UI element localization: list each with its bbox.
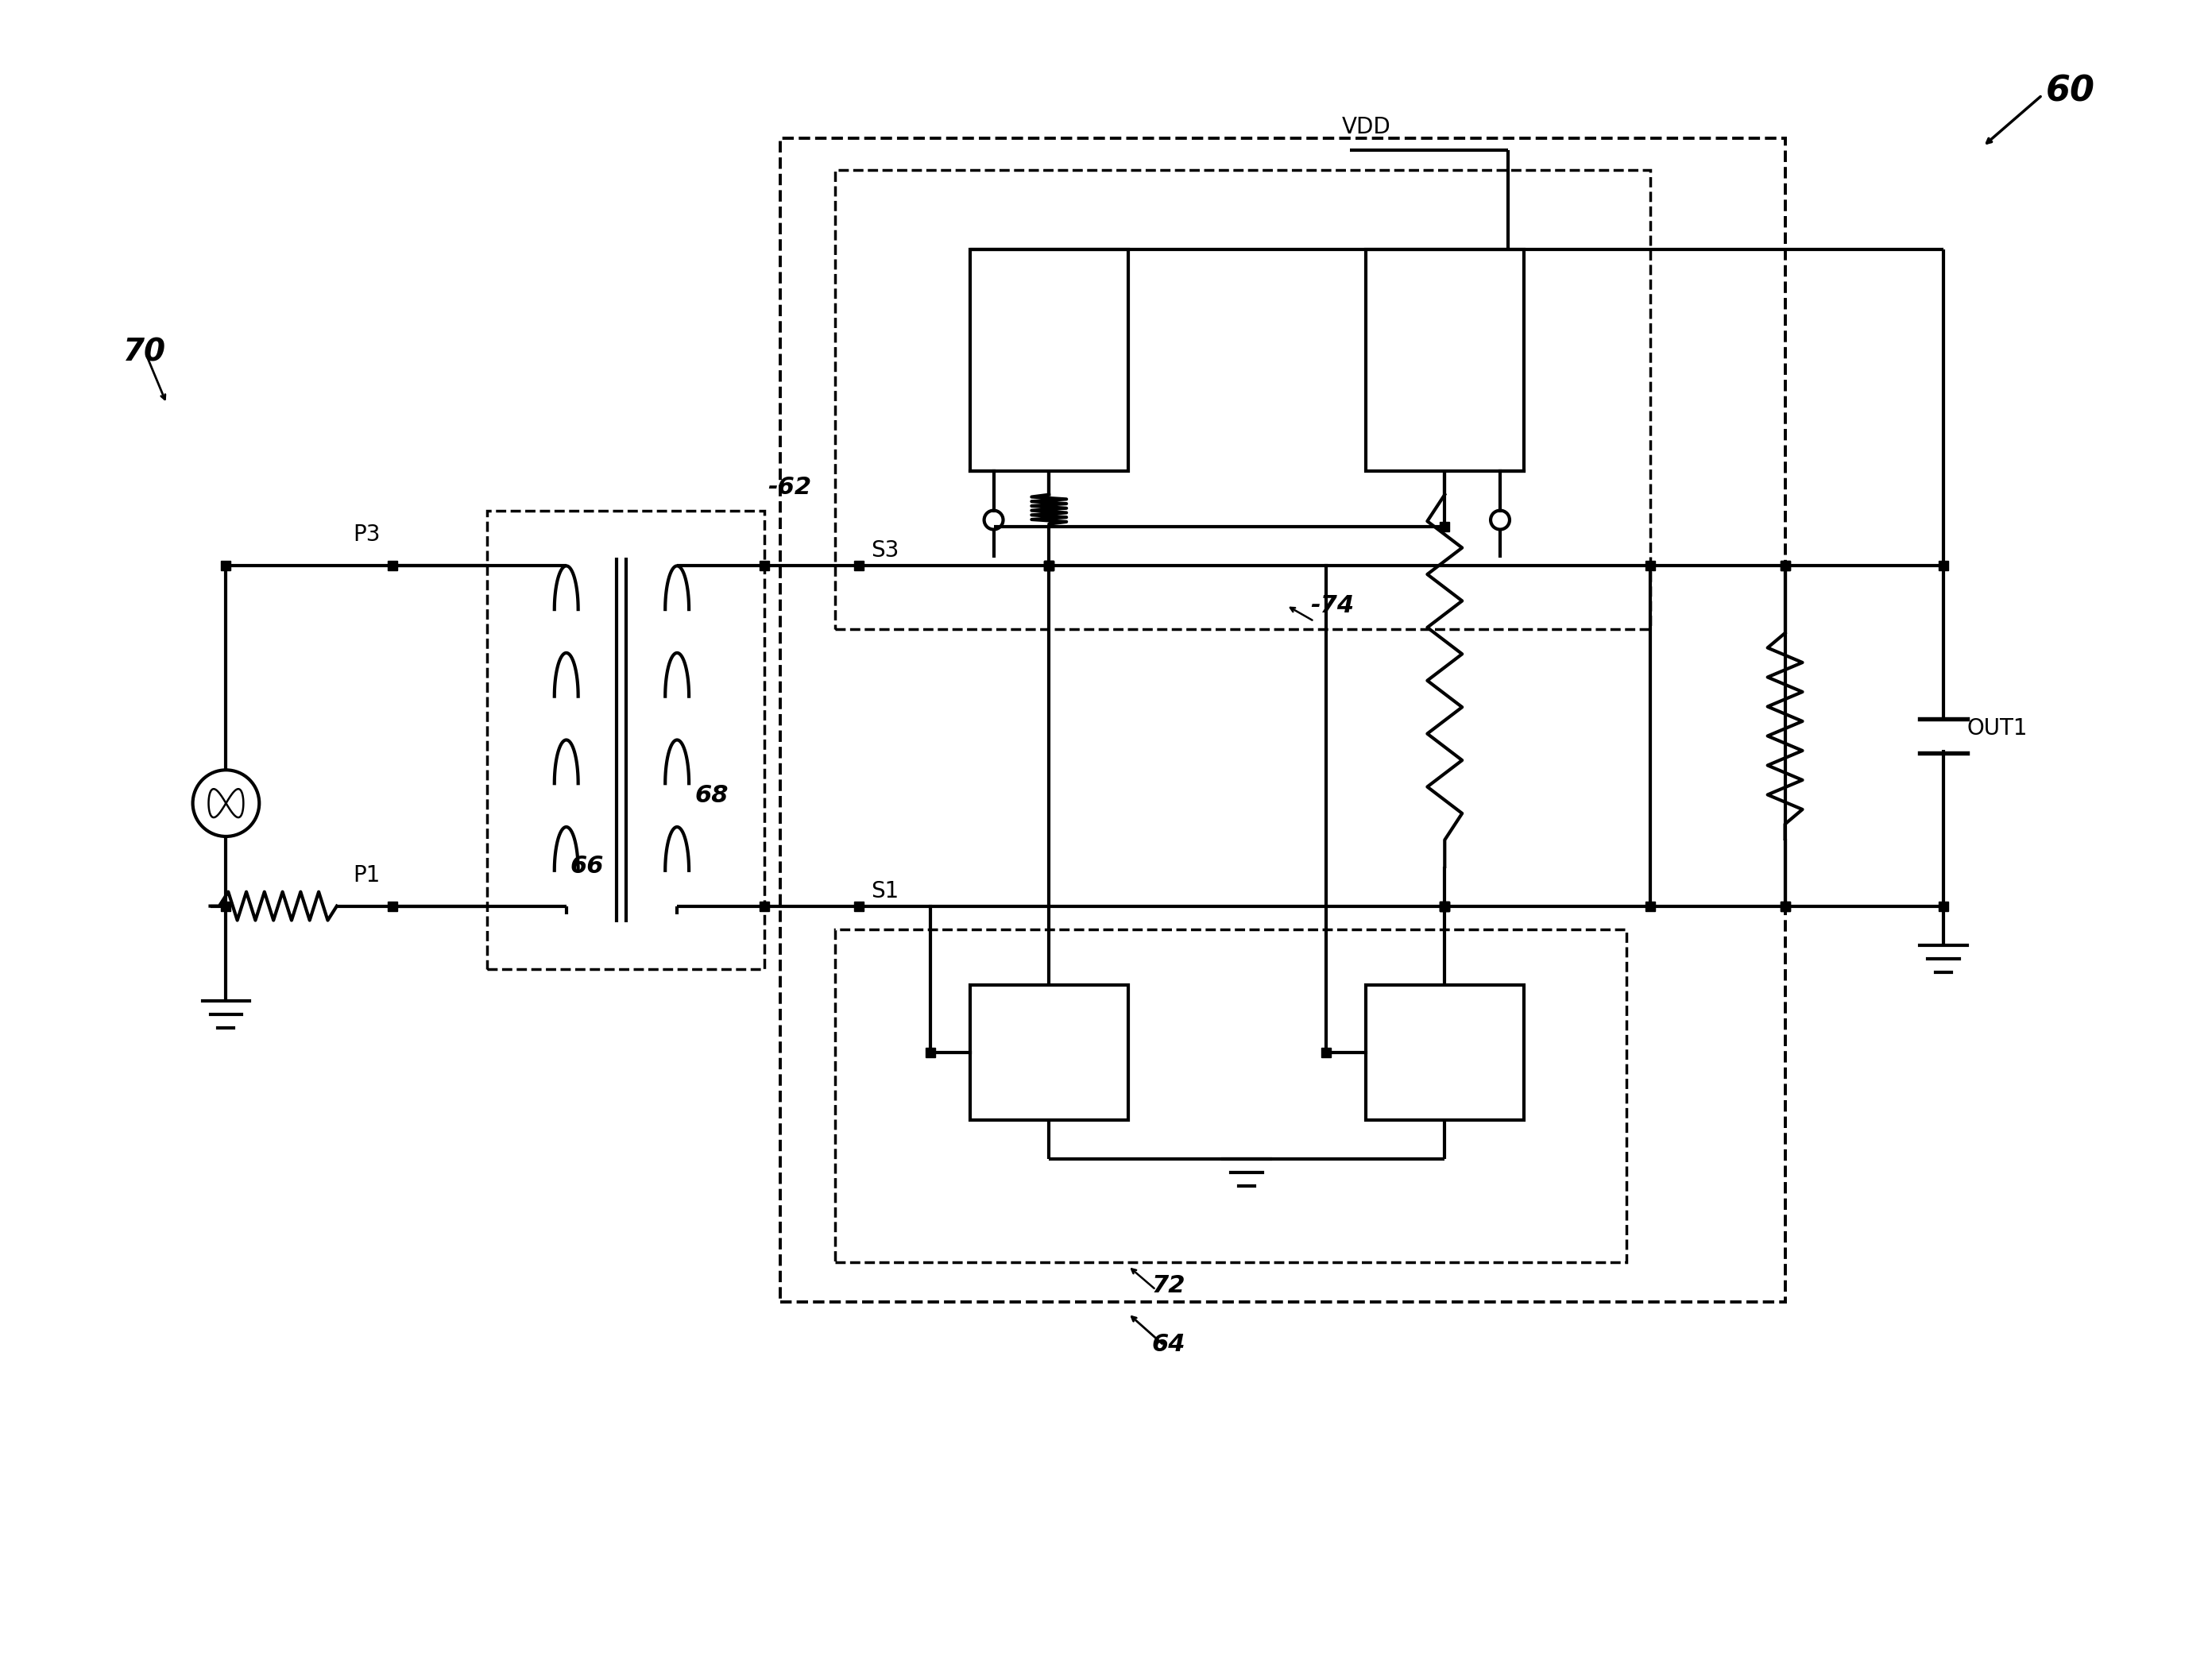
Text: OUT1: OUT1 <box>1966 718 2028 739</box>
Text: 70: 70 <box>124 337 166 367</box>
Bar <box>781 138 1785 1302</box>
Text: P1: P1 <box>354 864 380 887</box>
Text: 66: 66 <box>571 855 604 879</box>
Text: P3: P3 <box>354 523 380 546</box>
Bar <box>836 930 1626 1262</box>
Text: VDD: VDD <box>1343 116 1391 138</box>
Text: 60: 60 <box>2046 75 2095 108</box>
Text: -62: -62 <box>768 475 812 498</box>
Text: S1: S1 <box>872 880 898 902</box>
Bar <box>969 985 1128 1120</box>
Bar <box>1365 249 1524 472</box>
Bar <box>969 249 1128 472</box>
Text: 64: 64 <box>1152 1334 1186 1357</box>
Text: 68: 68 <box>695 784 728 807</box>
Text: -74: -74 <box>1310 595 1354 618</box>
Bar <box>836 169 1650 630</box>
Bar <box>487 510 763 970</box>
Bar <box>1365 985 1524 1120</box>
Text: S3: S3 <box>872 540 898 561</box>
Text: 72: 72 <box>1152 1274 1186 1297</box>
